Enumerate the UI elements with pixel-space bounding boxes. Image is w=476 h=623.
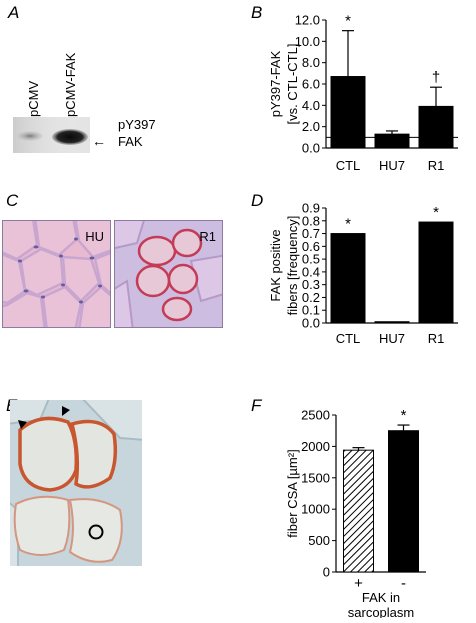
y-tick-label: 0.6 (302, 239, 320, 254)
y-tick-label: 12.0 (295, 13, 320, 28)
arrow-icon: ← (92, 133, 106, 149)
x-category-label: + (354, 575, 363, 592)
y-axis-label: pY397-FAK (268, 50, 283, 117)
arrowhead-icon (18, 406, 70, 429)
panel-letter-b: B (251, 3, 263, 22)
x-category-label: - (401, 575, 406, 592)
bar (330, 233, 366, 324)
bar (418, 105, 454, 149)
band-label-py397: pY397 (118, 117, 156, 132)
panel-letter-a: A (8, 3, 20, 22)
chart-b-svg: 0.0 2.0 4.0 6.0 8.0 10.0 12.0 * CTL HU7 † R1 pY397-F… (268, 13, 458, 173)
y-tick-label: 1500 (301, 470, 330, 485)
micrograph-r1: R1 (114, 220, 223, 328)
y-tick-label: 2.0 (302, 119, 320, 134)
significance-marker: * (401, 407, 407, 424)
y-tick-label: 0.1 (302, 303, 320, 318)
micrograph-hu-svg (3, 221, 110, 327)
micrograph-label-hu: HU (85, 229, 104, 244)
y-axis-label: FAK positive (268, 229, 283, 301)
panel-letter-c: C (6, 191, 19, 210)
micrograph-label-r1: R1 (199, 229, 216, 244)
x-axis-label: sarcoplasm (348, 605, 414, 618)
micrograph-e-svg (10, 400, 142, 566)
significance-marker: * (345, 216, 351, 233)
panel-letter-f: F (251, 396, 262, 415)
bar (330, 76, 366, 149)
y-tick-label: 500 (308, 533, 330, 548)
y-tick-label: 6.0 (302, 77, 320, 92)
chart-f: 0 500 1000 1500 2000 2500 + * - fiber CSA [µm²] FA… (256, 390, 476, 620)
micrograph-hu: HU (2, 220, 111, 328)
y-tick-label: 0.5 (302, 252, 320, 267)
bar (388, 430, 419, 573)
y-tick-label: 10.0 (295, 34, 320, 49)
x-category-label: R1 (428, 331, 445, 346)
y-axis-label: fibers [frequency] (285, 216, 300, 316)
chart-b: 0.0 2.0 4.0 6.0 8.0 10.0 12.0 * CTL HU7 † R1 pY397-F… (256, 0, 476, 180)
y-tick-label: 0.9 (302, 201, 320, 216)
chart-f-svg: 0 500 1000 1500 2000 2500 + * - fiber CSA [µm²] FA… (285, 407, 426, 620)
y-tick-label: 0.0 (302, 316, 320, 331)
y-tick-label: 8.0 (302, 55, 320, 70)
western-blot-svg: pCMV pCMV-FAK pY397 ← FAK (13, 52, 156, 153)
bar (418, 221, 454, 324)
x-axis-label: FAK in (362, 590, 400, 605)
y-tick-label: 0.3 (302, 277, 320, 292)
y-tick-label: 0 (323, 565, 330, 580)
western-blot: pCMV pCMV-FAK pY397 ← FAK (10, 10, 190, 160)
blot-band-pcmv (17, 131, 43, 141)
blot-band-pcmv-fak (52, 129, 88, 145)
y-tick-label: 4.0 (302, 98, 320, 113)
y-tick-label: 1000 (301, 502, 330, 517)
y-axis-label: fiber CSA [µm²] (285, 449, 300, 537)
significance-marker: † (432, 69, 440, 86)
y-tick-label: 2500 (301, 408, 330, 423)
chart-d: 0.0 0.1 0.2 0.3 0.4 0.5 0.6 0.7 0.8 0.9 * CTL HU7 * R1… (256, 188, 476, 370)
circle-marker-icon (88, 524, 104, 540)
significance-marker: * (433, 204, 439, 221)
significance-marker: * (345, 13, 351, 30)
y-tick-label: 0.4 (302, 264, 320, 279)
x-category-label: R1 (428, 158, 445, 173)
chart-d-svg: 0.00.10.20.30.40.50.60.70.80.9 * CTL HU7 * R1… (268, 201, 458, 346)
x-category-label: HU7 (379, 158, 405, 173)
y-tick-label: 0.2 (302, 290, 320, 305)
x-category-label: HU7 (379, 331, 405, 346)
micrograph-e (10, 400, 142, 566)
band-label-fak: FAK (118, 134, 143, 149)
y-tick-label: 0.8 (302, 213, 320, 228)
x-category-label: CTL (336, 331, 361, 346)
y-tick-label: 0.7 (302, 226, 320, 241)
bar (374, 133, 410, 149)
panel-letter-d: D (251, 191, 264, 210)
lane-label-pcmv: pCMV (26, 81, 41, 117)
lane-label-pcmv-fak: pCMV-FAK (63, 52, 78, 117)
y-tick-label: 2000 (301, 439, 330, 454)
bar (343, 449, 374, 573)
y-tick-label: 0.0 (302, 141, 320, 156)
micrograph-r1-svg (115, 221, 222, 327)
x-category-label: CTL (336, 158, 361, 173)
y-axis-label: [vs. CTL-CTL] (285, 44, 300, 125)
bar (374, 321, 410, 324)
